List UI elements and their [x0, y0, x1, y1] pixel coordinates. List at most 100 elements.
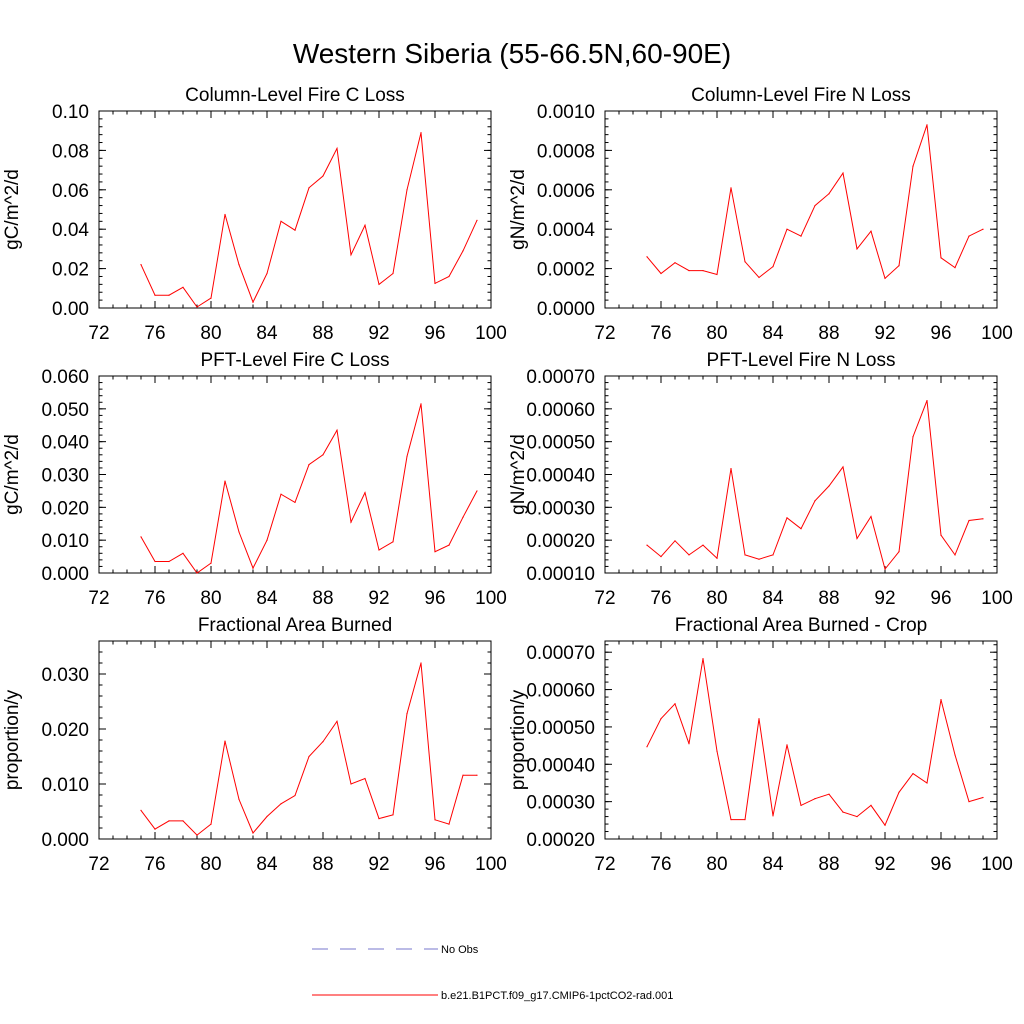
- x-tick-label: 84: [256, 588, 278, 609]
- y-tick-label: 0.030: [41, 466, 89, 487]
- x-tick-label: 84: [762, 588, 784, 609]
- x-tick-label: 96: [424, 588, 445, 609]
- y-tick-label: 0.00050: [526, 433, 595, 454]
- data-point: [730, 467, 732, 470]
- y-tick-label: 0.000: [41, 830, 89, 851]
- plot-frame: [604, 640, 998, 840]
- x-tick-label: 100: [981, 323, 1013, 344]
- data-point: [912, 165, 914, 167]
- x-tick-label: 96: [930, 854, 951, 875]
- x-tick-label: 100: [475, 323, 507, 344]
- data-point: [744, 261, 746, 263]
- x-tick-label: 84: [256, 323, 278, 344]
- y-tick-label: 0.00030: [526, 498, 595, 519]
- data-point: [660, 718, 662, 720]
- x-tick-label: 84: [762, 854, 784, 875]
- data-point: [744, 554, 746, 556]
- x-tick-label: 100: [475, 854, 507, 875]
- data-point: [168, 820, 170, 822]
- x-tick-label: 76: [144, 323, 165, 344]
- y-tick-label: 0.0006: [537, 181, 595, 202]
- data-point: [968, 235, 970, 237]
- x-tick-label: 76: [650, 854, 671, 875]
- data-point: [814, 500, 816, 502]
- x-tick-label: 80: [200, 588, 221, 609]
- data-point: [196, 306, 198, 308]
- y-tick-label: 0.10: [52, 102, 89, 123]
- y-tick-label: 0.0000: [537, 299, 595, 320]
- data-point: [954, 267, 956, 269]
- y-tick-label: 0.0008: [537, 141, 595, 162]
- data-point: [420, 403, 422, 405]
- data-point: [392, 814, 394, 816]
- data-point: [660, 555, 662, 558]
- y-tick-label: 0.060: [41, 367, 89, 388]
- data-point: [322, 454, 324, 456]
- data-point: [308, 187, 310, 189]
- x-tick-label: 92: [874, 323, 895, 344]
- data-point: [154, 294, 156, 296]
- plot-frame: [604, 110, 998, 309]
- data-point: [660, 272, 662, 275]
- data-point: [646, 746, 648, 748]
- panel-title: Fractional Area Burned: [198, 615, 392, 636]
- data-point: [814, 798, 816, 800]
- data-point: [716, 273, 718, 276]
- plot-frame: [98, 110, 492, 309]
- y-tick-label: 0.020: [41, 498, 89, 519]
- data-point: [800, 528, 802, 530]
- data-point: [182, 286, 184, 288]
- data-point: [856, 248, 858, 250]
- y-tick-label: 0.050: [41, 400, 89, 421]
- data-point: [898, 265, 900, 267]
- data-point: [786, 744, 788, 746]
- data-point: [800, 804, 802, 806]
- data-point: [772, 815, 774, 817]
- data-point: [294, 501, 296, 504]
- data-point: [982, 228, 984, 230]
- data-point: [758, 558, 760, 560]
- data-point: [476, 774, 478, 776]
- x-tick-label: 92: [368, 323, 389, 344]
- data-point: [786, 517, 788, 519]
- data-point: [378, 283, 380, 285]
- data-point: [252, 567, 254, 569]
- data-point: [406, 455, 408, 458]
- data-point: [434, 551, 436, 553]
- y-axis-label: gC/m^2/d: [2, 169, 23, 250]
- data-point: [772, 266, 774, 268]
- data-point: [154, 560, 156, 563]
- y-tick-label: 0.00070: [526, 643, 595, 664]
- data-point: [828, 485, 830, 487]
- data-point: [210, 297, 212, 299]
- data-point: [982, 796, 984, 799]
- y-tick-label: 0.00: [52, 299, 89, 320]
- data-point: [182, 820, 184, 822]
- data-point: [940, 534, 942, 536]
- y-axis-label: gN/m^2/d: [508, 169, 529, 250]
- data-point: [898, 551, 900, 553]
- series-line: [140, 403, 478, 574]
- legend-label-model-run: b.e21.B1PCT.f09_g17.CMIP6-1pctCO2-rad.00…: [441, 990, 673, 1002]
- x-tick-label: 80: [706, 323, 727, 344]
- data-point: [336, 720, 338, 722]
- data-point: [448, 275, 450, 278]
- data-point: [702, 657, 704, 660]
- y-tick-label: 0.00050: [526, 718, 595, 739]
- data-point: [364, 224, 366, 226]
- x-tick-label: 88: [818, 854, 839, 875]
- data-point: [828, 793, 830, 795]
- data-point: [434, 282, 436, 284]
- plot-frame: [98, 375, 492, 574]
- data-point: [252, 832, 254, 834]
- data-point: [462, 250, 464, 252]
- data-point: [702, 544, 704, 546]
- data-point: [674, 703, 676, 705]
- x-tick-label: 76: [650, 588, 671, 609]
- plot-frame: [98, 640, 492, 840]
- data-point: [140, 809, 142, 812]
- data-point: [322, 175, 324, 177]
- x-tick-label: 96: [930, 588, 951, 609]
- data-point: [842, 811, 844, 813]
